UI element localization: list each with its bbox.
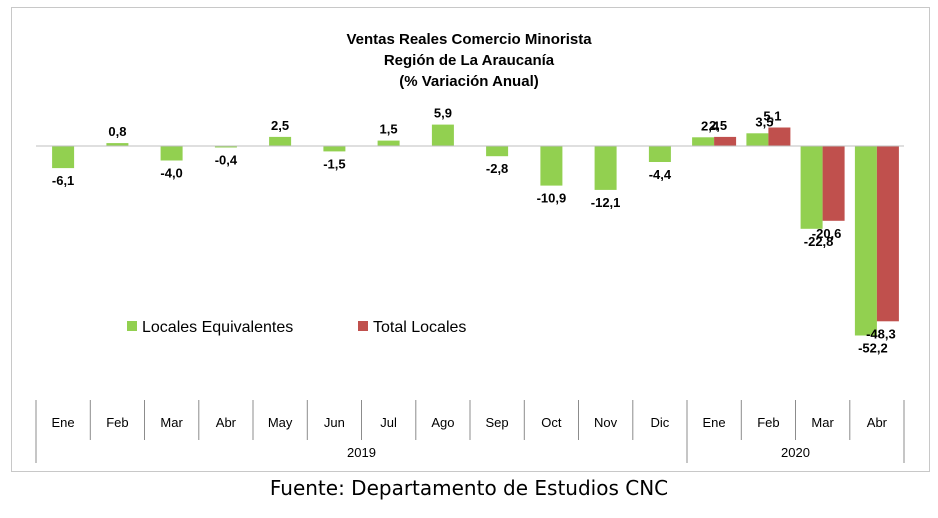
bar-locales-equivalentes xyxy=(854,146,877,336)
bar-locales-equivalentes xyxy=(377,140,400,146)
bar-locales-equivalentes xyxy=(746,133,769,146)
legend-swatch xyxy=(358,321,368,331)
data-label: 5,9 xyxy=(434,106,452,121)
bar-locales-equivalentes xyxy=(52,146,75,169)
category-label: Oct xyxy=(541,415,562,430)
data-label: 0,8 xyxy=(108,124,126,139)
bar-locales-equivalentes xyxy=(648,146,671,162)
category-label: Ene xyxy=(703,415,726,430)
category-label: Feb xyxy=(106,415,128,430)
bars xyxy=(52,124,899,336)
source-caption: Fuente: Departamento de Estudios CNC xyxy=(269,476,669,500)
category-label: Jun xyxy=(324,415,345,430)
category-label: Feb xyxy=(757,415,779,430)
chart-title-line: Ventas Reales Comercio Minorista xyxy=(346,31,592,48)
bar-locales-equivalentes xyxy=(486,146,509,157)
category-label: May xyxy=(268,415,293,430)
category-label: Nov xyxy=(594,415,618,430)
bar-locales-equivalentes xyxy=(323,146,346,152)
chart-title-line: Región de La Araucanía xyxy=(384,52,555,69)
data-label: -6,1 xyxy=(52,173,74,188)
bar-locales-equivalentes xyxy=(214,146,237,148)
data-label: -4,0 xyxy=(160,166,182,181)
category-label: Abr xyxy=(867,415,888,430)
category-label: Dic xyxy=(651,415,670,430)
data-label: -10,9 xyxy=(537,191,567,206)
category-label: Jul xyxy=(380,415,397,430)
data-label: -20,6 xyxy=(812,226,842,241)
legend: Locales Equivalentes Total Locales xyxy=(127,319,466,336)
category-label: Ene xyxy=(52,415,75,430)
data-label: -22,8 xyxy=(804,234,834,249)
bar-locales-equivalentes xyxy=(540,146,563,186)
year-label: 2020 xyxy=(781,445,810,460)
bar-locales-equivalentes xyxy=(106,143,129,146)
data-label: -0,4 xyxy=(215,153,238,168)
chart-title-line: (% Variación Anual) xyxy=(399,73,538,90)
bar-locales-equivalentes xyxy=(594,146,617,190)
category-label: Abr xyxy=(216,415,237,430)
data-label: 2,5 xyxy=(271,118,289,133)
data-label: -12,1 xyxy=(591,195,621,210)
year-label: 2019 xyxy=(347,445,376,460)
data-label: -2,8 xyxy=(486,161,508,176)
data-label: -1,5 xyxy=(323,156,345,171)
bar-locales-equivalentes xyxy=(269,136,292,146)
data-labels: -6,1 0,8 -4,0 -0,4 2,5 -1,5 1,5 5,9 -2,8 -10,9 -12… xyxy=(52,106,896,356)
category-label: Ago xyxy=(431,415,454,430)
legend-label: Locales Equivalentes xyxy=(142,319,293,336)
bar-locales-equivalentes xyxy=(160,146,183,161)
bar-total-locales xyxy=(876,146,899,322)
data-label: 3,5 xyxy=(755,114,773,129)
legend-label: Total Locales xyxy=(373,319,466,336)
bar-locales-equivalentes xyxy=(692,137,715,146)
category-axis: Ene Feb Mar Abr May Jun Jul Ago Sep Oct Nov Dic Ene F… xyxy=(35,400,905,463)
bar-chart: Ventas Reales Comercio Minorista Región d… xyxy=(35,31,905,463)
chart-frame xyxy=(11,7,930,472)
data-label: -4,4 xyxy=(649,167,672,182)
category-label: Sep xyxy=(486,415,509,430)
chart-title: Ventas Reales Comercio Minorista Región d… xyxy=(346,31,592,90)
data-label: 2,5 xyxy=(709,118,727,133)
data-label: 1,5 xyxy=(380,122,398,137)
category-label: Mar xyxy=(160,415,183,430)
bar-locales-equivalentes xyxy=(431,124,454,146)
data-label: -52,2 xyxy=(858,341,888,356)
data-label: 2,4 xyxy=(701,118,720,133)
data-label: -48,3 xyxy=(866,326,896,341)
category-label: Mar xyxy=(811,415,834,430)
bar-total-locales xyxy=(822,146,845,221)
bar-total-locales xyxy=(768,127,791,146)
bar-total-locales xyxy=(714,136,737,146)
bar-locales-equivalentes xyxy=(800,146,823,229)
data-label: 5,1 xyxy=(763,109,781,124)
legend-swatch xyxy=(127,321,137,331)
